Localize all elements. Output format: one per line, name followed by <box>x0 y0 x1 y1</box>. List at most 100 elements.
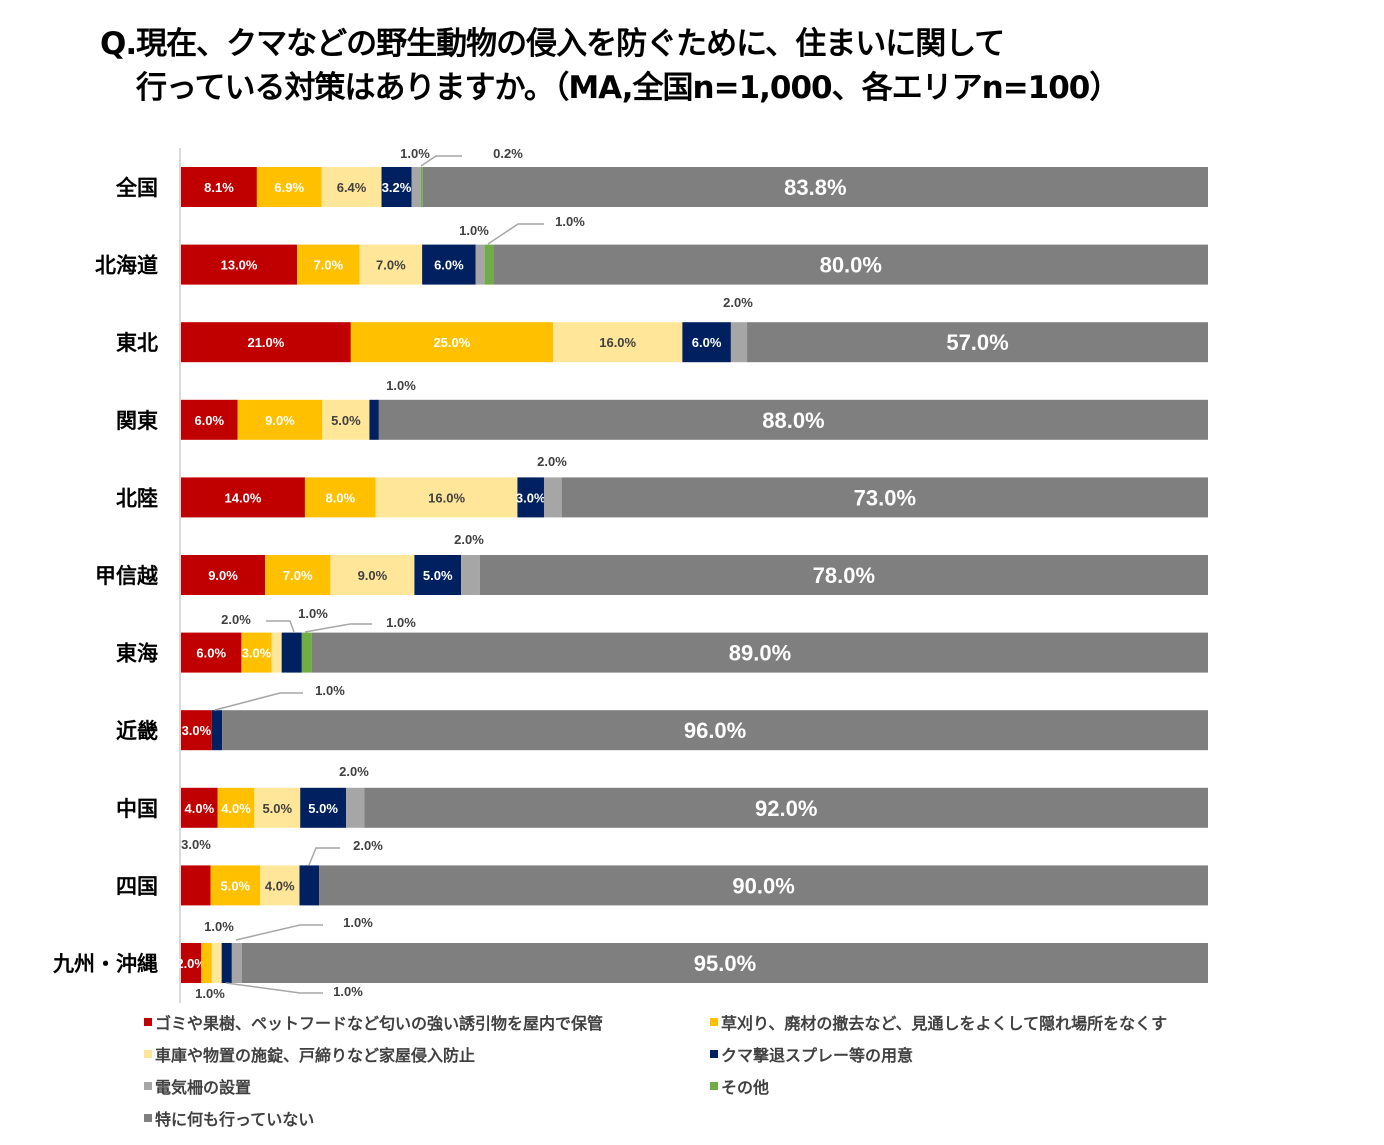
bar-segment <box>241 632 272 673</box>
bar-segment <box>181 787 218 828</box>
bar-segment <box>461 555 480 595</box>
data-label: 1.0% <box>333 984 363 999</box>
data-label: 4.0% <box>185 801 215 816</box>
data-label: 95.0% <box>694 951 756 976</box>
bar-segment <box>411 167 421 207</box>
data-label: 5.0% <box>220 878 250 893</box>
leader-line <box>487 223 544 245</box>
data-label: 13.0% <box>221 258 258 273</box>
data-label: 7.0% <box>283 568 313 583</box>
category-label: 近畿 <box>116 719 158 743</box>
data-label: 78.0% <box>813 563 875 588</box>
legend-label: その他 <box>721 1078 770 1097</box>
bar-segment <box>181 710 212 751</box>
bar-segment <box>364 787 1209 828</box>
bar-segment <box>330 555 415 595</box>
legend-swatch <box>710 1050 718 1058</box>
bar-segment <box>260 865 300 906</box>
data-label: 4.0% <box>221 801 251 816</box>
bar-segment <box>181 555 266 595</box>
leader-line <box>214 692 303 711</box>
bar-segment <box>475 244 485 285</box>
data-label: 6.9% <box>274 180 304 195</box>
legend-label: 電気柵の設置 <box>155 1078 252 1097</box>
bar-segment <box>271 632 282 673</box>
legend-item: 草刈り、廃材の撤去など、見通しをよくして隠れ場所をなくす <box>710 1010 1167 1034</box>
legend-item: ゴミや果樹、ペットフードなど匂いの強い誘引物を屋内で保管 <box>144 1010 603 1034</box>
bar-segment <box>221 943 232 983</box>
bar-segment <box>181 477 305 518</box>
bar-segment <box>322 399 370 440</box>
bar-segment <box>319 865 1208 906</box>
bar-segment <box>256 167 322 207</box>
data-label: 9.0% <box>208 568 238 583</box>
data-label: 1.0% <box>315 683 345 698</box>
data-label: 73.0% <box>854 485 916 510</box>
data-label: 6.0% <box>434 258 464 273</box>
data-label: 14.0% <box>225 490 262 505</box>
bar-segment <box>222 710 1208 751</box>
bar-segment <box>552 322 683 363</box>
bar-segment <box>350 322 553 363</box>
legend-swatch <box>144 1050 152 1058</box>
title-line-1: Q.現在、クマなどの野生動物の侵入を防ぐために、住まいに関して <box>100 26 1005 62</box>
data-label: 3.0% <box>182 723 212 738</box>
leader-line <box>235 924 323 941</box>
bar-segment <box>281 632 302 673</box>
bar-segment <box>359 244 423 285</box>
bar-segment <box>297 244 360 285</box>
category-label: 九州・沖縄 <box>52 952 158 976</box>
bar-segment <box>265 555 331 595</box>
bar-segment <box>181 399 238 440</box>
legend-item: 車庫や物置の施錠、戸締りなど家屋侵入防止 <box>144 1042 475 1066</box>
data-label: 96.0% <box>684 718 746 743</box>
bar-segment <box>747 322 1208 363</box>
data-label: 21.0% <box>247 335 284 350</box>
legend-item: その他 <box>710 1074 769 1098</box>
data-label: 6.4% <box>337 180 367 195</box>
data-label: 25.0% <box>433 335 470 350</box>
bar-segment <box>369 399 379 440</box>
data-label: 6.0% <box>692 335 722 350</box>
data-label: 90.0% <box>732 873 794 898</box>
category-label: 全国 <box>115 176 158 200</box>
data-label: 1.0% <box>195 986 225 1001</box>
data-label: 8.1% <box>204 180 234 195</box>
data-label: 3.0% <box>181 837 211 852</box>
bar-segment <box>484 244 494 285</box>
bar-segment <box>561 477 1208 518</box>
data-label: 5.0% <box>331 413 361 428</box>
bar-segment <box>242 943 1209 983</box>
legend-swatch <box>710 1018 718 1026</box>
bar-segment <box>181 632 242 673</box>
data-label: 92.0% <box>755 796 817 821</box>
bar-segment <box>181 943 202 983</box>
data-label: 16.0% <box>428 490 465 505</box>
legend-item: 特に何も行っていない <box>144 1106 314 1130</box>
bar-segment <box>422 244 476 285</box>
bar-segment <box>237 399 323 440</box>
bar-segment <box>210 865 260 906</box>
legend-swatch <box>144 1082 152 1090</box>
data-label: 1.0% <box>343 915 373 930</box>
legend-label: クマ撃退スプレー等の用意 <box>721 1046 914 1065</box>
data-label: 6.0% <box>194 413 224 428</box>
bar-segment <box>181 865 211 906</box>
title-line-2: 行っている対策はありますか。（MA,全国n=1,000、各エリアn=100） <box>136 70 1120 106</box>
data-label: 83.8% <box>784 175 846 200</box>
leader-line <box>225 982 323 994</box>
legend-label: 草刈り、廃材の撤去など、見通しをよくして隠れ場所をなくす <box>721 1014 1168 1033</box>
data-label: 3.0% <box>516 490 546 505</box>
category-label: 北海道 <box>95 254 158 278</box>
leader-line <box>266 620 295 633</box>
leader-line <box>308 847 340 866</box>
data-label: 3.2% <box>382 180 412 195</box>
data-label: 2.0% <box>353 838 383 853</box>
data-label: 80.0% <box>820 253 882 278</box>
bar-segment <box>730 322 748 363</box>
chart-title: Q.現在、クマなどの野生動物の侵入を防ぐために、住まいに関して 行っている対策は… <box>100 22 1120 110</box>
data-label: 6.0% <box>196 646 226 661</box>
data-label: 2.0% <box>221 612 251 627</box>
data-label: 1.0% <box>204 919 234 934</box>
bar-segment <box>375 477 518 518</box>
